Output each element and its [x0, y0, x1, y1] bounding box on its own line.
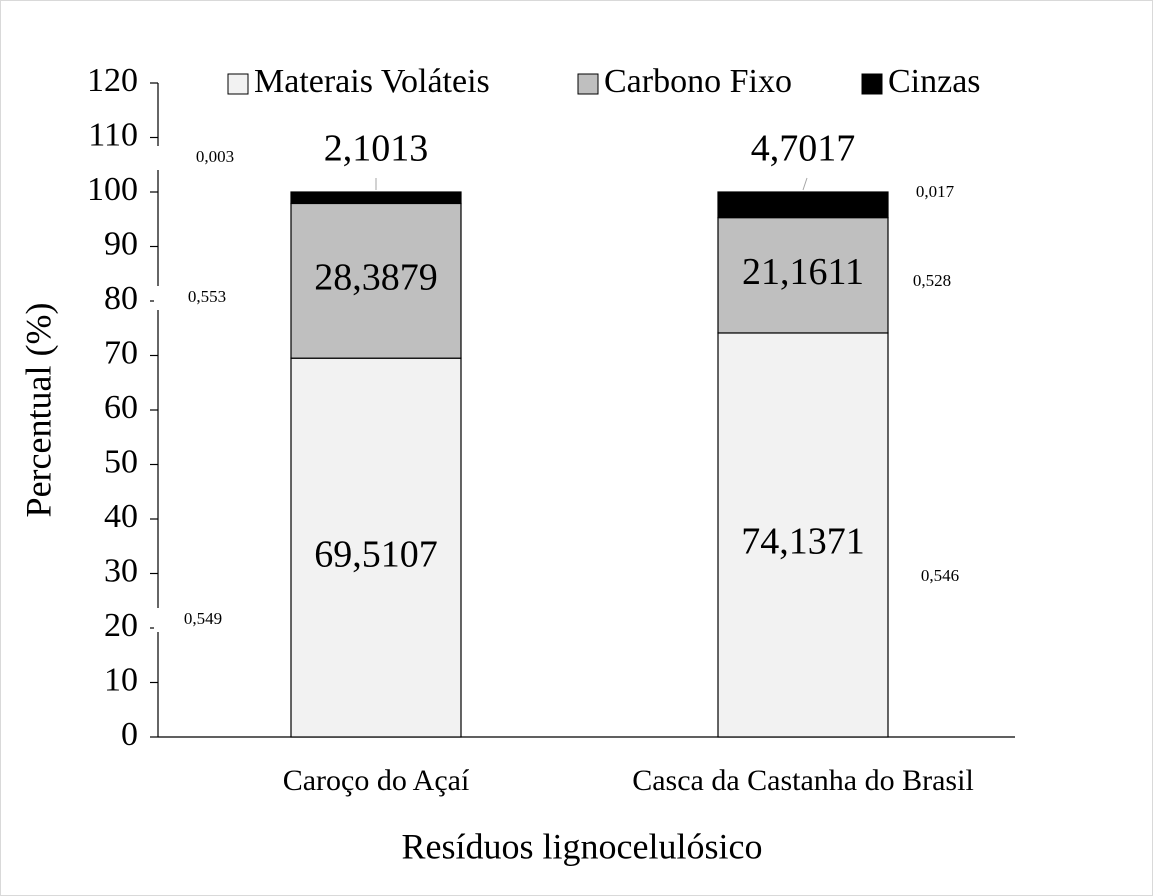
y-tick-label: 80 [104, 280, 138, 317]
annotation: 0,003 [196, 147, 234, 166]
bar-segment [717, 191, 889, 219]
value-label: 28,3879 [314, 257, 438, 299]
bar-segment [717, 332, 889, 738]
y-tick-label: 100 [87, 171, 138, 208]
y-tick-label: 120 [87, 62, 138, 99]
y-tick-label: 40 [104, 498, 138, 535]
x-tick-label: Casca da Castanha do Brasil [632, 764, 974, 797]
y-tick-label: 0 [121, 716, 138, 753]
y-tick-label: 10 [104, 661, 138, 698]
value-label: 74,1371 [741, 521, 865, 563]
y-axis-label: Percentual (%) [18, 303, 58, 518]
annotation: 0,546 [921, 566, 959, 585]
x-tick-label: Caroço do Açaí [283, 764, 470, 797]
y-tick-label: 20 [104, 607, 138, 644]
bar-segment [290, 357, 462, 738]
legend-label: Carbono Fixo [604, 63, 792, 100]
legend-swatch [227, 73, 249, 95]
y-tick-label: 70 [104, 334, 138, 371]
annotation: 0,553 [188, 287, 226, 306]
x-axis-label: Resíduos lignocelulósico [402, 826, 763, 866]
annotation-bg [154, 608, 244, 632]
legend-swatch [861, 73, 883, 95]
annotation-bg [154, 146, 244, 170]
annotation-bg [154, 286, 244, 310]
legend-label: Cinzas [888, 63, 981, 100]
annotation: 0,549 [184, 609, 222, 628]
annotation: 0,528 [913, 271, 951, 290]
legend-label: Materais Voláteis [254, 63, 490, 100]
y-tick-label: 50 [104, 443, 138, 480]
y-tick-label: 90 [104, 225, 138, 262]
value-label: 2,1013 [324, 128, 429, 170]
value-label: 69,5107 [314, 533, 438, 575]
bar-segment [290, 191, 462, 205]
y-tick-label: 30 [104, 552, 138, 589]
annotation: 0,017 [916, 182, 955, 201]
value-label: 21,1611 [742, 251, 864, 293]
bar-segment [717, 217, 889, 334]
legend-swatch [577, 73, 599, 95]
leader-line [802, 177, 808, 191]
y-tick-label: 60 [104, 389, 138, 426]
value-label: 4,7017 [751, 128, 856, 170]
y-tick-label: 110 [88, 116, 138, 153]
bar-segment [290, 202, 462, 359]
